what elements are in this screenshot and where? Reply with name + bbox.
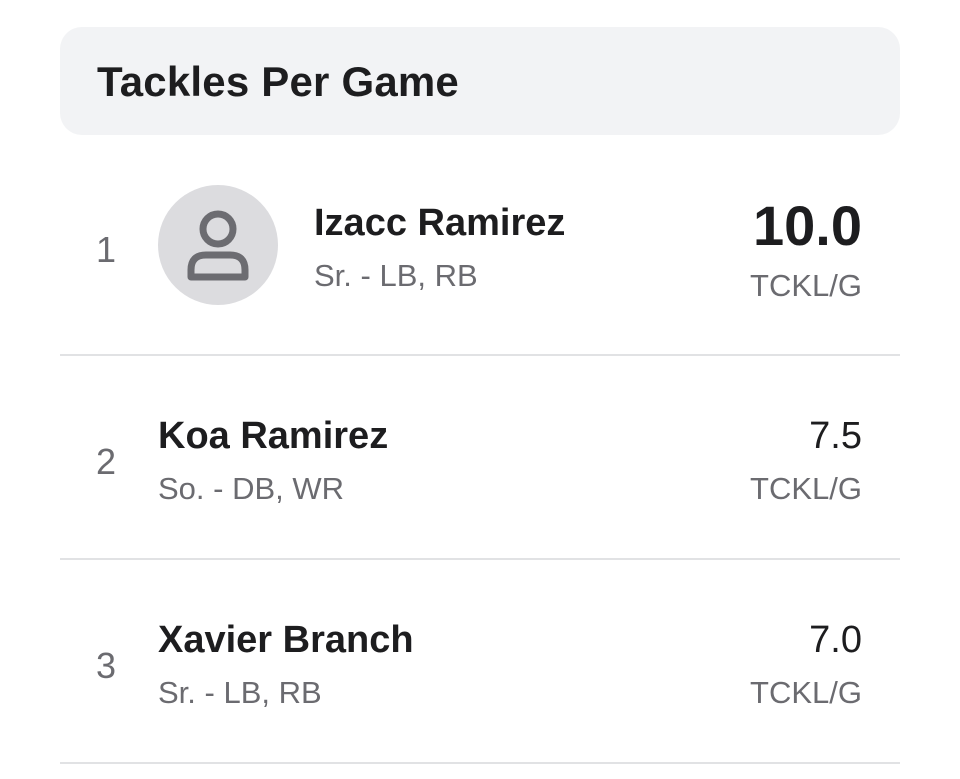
- player-details: So. - DB, WR: [158, 471, 345, 506]
- stat-unit: TCKL/G: [750, 675, 862, 710]
- rank-number: 3: [96, 645, 117, 686]
- player-name[interactable]: Izacc Ramirez: [314, 202, 566, 244]
- player-details: Sr. - LB, RB: [158, 675, 322, 710]
- leader-row[interactable]: 1 Izacc Ramirez Sr. - LB, RB 10.0 TCKL/G: [60, 148, 900, 356]
- person-icon: [187, 210, 249, 281]
- rank-number: 2: [96, 441, 117, 482]
- rank-number: 1: [96, 229, 117, 270]
- stat-value: 7.0: [809, 619, 862, 661]
- section-header: Tackles Per Game: [60, 27, 900, 135]
- player-name[interactable]: Koa Ramirez: [158, 415, 389, 457]
- leader-row[interactable]: 2 Koa Ramirez So. - DB, WR 7.5 TCKL/G: [60, 356, 900, 560]
- avatar: [158, 185, 278, 305]
- stat-value: 7.5: [809, 415, 862, 457]
- stat-unit: TCKL/G: [750, 268, 862, 303]
- stat-value: 10.0: [753, 194, 862, 257]
- leader-row[interactable]: 3 Xavier Branch Sr. - LB, RB 7.0 TCKL/G: [60, 560, 900, 764]
- stat-unit: TCKL/G: [750, 471, 862, 506]
- section-title: Tackles Per Game: [97, 58, 459, 105]
- player-name[interactable]: Xavier Branch: [158, 619, 414, 661]
- player-details: Sr. - LB, RB: [314, 258, 478, 293]
